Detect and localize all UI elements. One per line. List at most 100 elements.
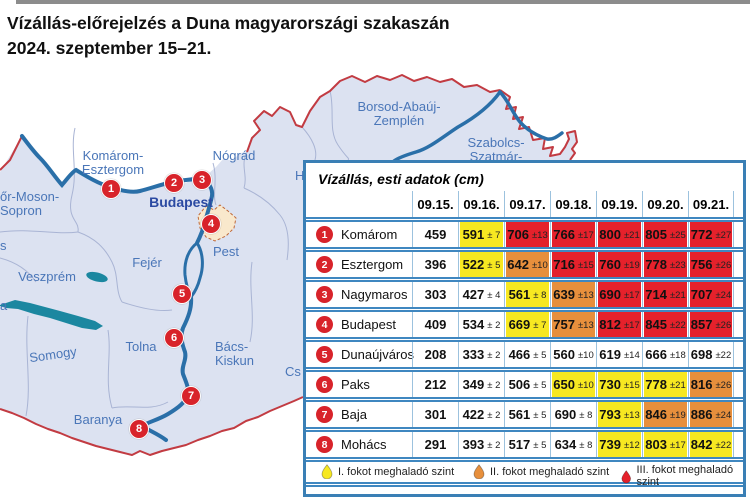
page-title-line1: Vízállás-előrejelzés a Duna magyarország… xyxy=(7,13,450,33)
value-cell-fill: 642 ±10 xyxy=(506,252,549,277)
uncertainty-value: ±22 xyxy=(715,440,732,451)
value-cell-fill: 886 ±24 xyxy=(690,402,732,427)
value-cell: 842 ±22 xyxy=(688,432,734,457)
uncertainty-value: ±26 xyxy=(715,260,732,271)
uncertainty-value: ±26 xyxy=(715,320,732,331)
table-row: 3 Nagymaros 303 427 ± 4 561 ± 8 639 ±13 690 ±17 714… xyxy=(306,277,743,307)
station-number-badge: 3 xyxy=(316,286,333,303)
value-cell: 517 ± 5 xyxy=(504,432,550,457)
value-cell-fill: 690 ±17 xyxy=(598,282,641,307)
uncertainty-value: ±24 xyxy=(715,410,732,421)
table-header-row: 09.15. 09.16. 09.17. 09.18. 09.19. 09.20. 09.2… xyxy=(306,191,743,217)
value-cell: 208 xyxy=(412,342,458,367)
value-cell: 766 ±17 xyxy=(550,222,596,247)
value-cell-fill: 707 ±24 xyxy=(690,282,732,307)
legend-label: I. fokot meghaladó szint xyxy=(338,465,455,478)
table-row: 1 Komárom 459 591 ± 7 706 ±13 766 ±17 800 ±21 805 ±2… xyxy=(306,217,743,247)
value-cell: 534 ± 2 xyxy=(458,312,504,337)
legend-item-I: I. fokot meghaladó szint xyxy=(321,464,454,479)
uncertainty-value: ±13 xyxy=(531,230,548,241)
value-cell-fill: 730 ±15 xyxy=(598,372,641,397)
uncertainty-value: ±10 xyxy=(577,350,594,361)
water-level-value: 212 xyxy=(424,377,447,392)
value-cell-fill: 561 ± 8 xyxy=(506,282,549,307)
water-level-value: 459 xyxy=(424,227,447,242)
value-cell: 846 ±19 xyxy=(642,402,688,427)
table-row: 8 Mohács 291 393 ± 2 517 ± 5 634 ± 8 739 ±12 803 ±17… xyxy=(306,427,743,457)
water-level-value: 760 xyxy=(599,257,621,272)
uncertainty-value: ±13 xyxy=(577,290,594,301)
water-level-value: 208 xyxy=(424,347,447,362)
station-number-badge: 4 xyxy=(316,316,333,333)
value-cell-fill: 393 ± 2 xyxy=(460,432,503,457)
tisza-river xyxy=(392,90,564,163)
station-name: Komárom xyxy=(341,227,398,242)
water-level-value: 591 xyxy=(462,227,485,242)
value-cell: 561 ± 5 xyxy=(504,402,550,427)
county-label-heves-fragment: H xyxy=(295,168,305,183)
water-level-value: 466 xyxy=(508,347,531,362)
legend-label: II. fokot meghaladó szint xyxy=(490,465,610,478)
water-level-value: 301 xyxy=(424,407,447,422)
uncertainty-value: ±26 xyxy=(715,380,732,391)
water-level-value: 349 xyxy=(462,377,485,392)
uncertainty-value: ± 8 xyxy=(579,410,593,421)
station-name: Paks xyxy=(341,377,370,392)
county-label-zala-fragment: a xyxy=(0,298,8,313)
legend-item-III: III. fokot meghaladó szint xyxy=(621,464,743,488)
value-cell: 739 ±12 xyxy=(596,432,642,457)
value-cell: 427 ± 4 xyxy=(458,282,504,307)
water-level-value: 409 xyxy=(424,317,447,332)
uncertainty-value: ±10 xyxy=(531,260,548,271)
water-level-value: 690 xyxy=(599,287,621,302)
uncertainty-value: ±19 xyxy=(669,410,686,421)
uncertainty-value: ±21 xyxy=(669,380,686,391)
value-cell: 772 ±27 xyxy=(688,222,734,247)
row-header: 2 Esztergom xyxy=(306,252,412,277)
water-level-value: 642 xyxy=(507,257,529,272)
value-cell-fill: 778 ±21 xyxy=(644,372,687,397)
water-level-value: 303 xyxy=(424,287,447,302)
county-label-vas-fragment: s xyxy=(0,238,7,253)
water-level-value: 805 xyxy=(645,227,667,242)
column-header: 09.15. xyxy=(412,191,458,217)
value-cell-fill: 669 ± 7 xyxy=(506,312,549,337)
station-number-badge: 7 xyxy=(316,406,333,423)
column-header: 09.19. xyxy=(596,191,642,217)
value-cell-fill: 690 ± 8 xyxy=(552,402,595,427)
droplet-icon xyxy=(473,464,485,479)
row-header: 6 Paks xyxy=(306,372,412,397)
value-cell: 793 ±13 xyxy=(596,402,642,427)
top-divider-bar xyxy=(16,0,750,4)
column-header: 09.21. xyxy=(688,191,734,217)
value-cell: 303 xyxy=(412,282,458,307)
value-cell: 409 xyxy=(412,312,458,337)
water-level-value: 778 xyxy=(645,377,667,392)
uncertainty-value: ± 8 xyxy=(533,290,547,301)
county-label-budapest: Budapest xyxy=(149,194,213,210)
value-cell: 522 ± 5 xyxy=(458,252,504,277)
value-cell: 560 ±10 xyxy=(550,342,596,367)
row-header: 8 Mohács xyxy=(306,432,412,457)
value-cell-fill: 409 xyxy=(414,312,457,337)
water-level-value: 757 xyxy=(553,317,575,332)
row-header: 3 Nagymaros xyxy=(306,282,412,307)
station-name: Baja xyxy=(341,407,368,422)
uncertainty-value: ± 2 xyxy=(487,380,501,391)
station-number-badge: 8 xyxy=(316,436,333,453)
value-cell-fill: 842 ±22 xyxy=(690,432,732,457)
county-boundaries xyxy=(0,90,350,417)
station-marker-4: 4 xyxy=(201,214,221,234)
value-cell: 803 ±17 xyxy=(642,432,688,457)
uncertainty-value: ± 5 xyxy=(487,260,501,271)
water-level-value: 561 xyxy=(508,407,531,422)
water-level-value: 842 xyxy=(690,437,713,452)
county-label-bacs-kiskun: Bács- Kiskun xyxy=(215,339,255,368)
page-title: Vízállás-előrejelzés a Duna magyarország… xyxy=(7,11,450,61)
value-cell: 757 ±13 xyxy=(550,312,596,337)
value-cell-fill: 772 ±27 xyxy=(690,222,732,247)
uncertainty-value: ±21 xyxy=(669,290,686,301)
water-level-value: 522 xyxy=(462,257,485,272)
water-level-value: 669 xyxy=(508,317,531,332)
value-cell: 669 ± 7 xyxy=(504,312,550,337)
